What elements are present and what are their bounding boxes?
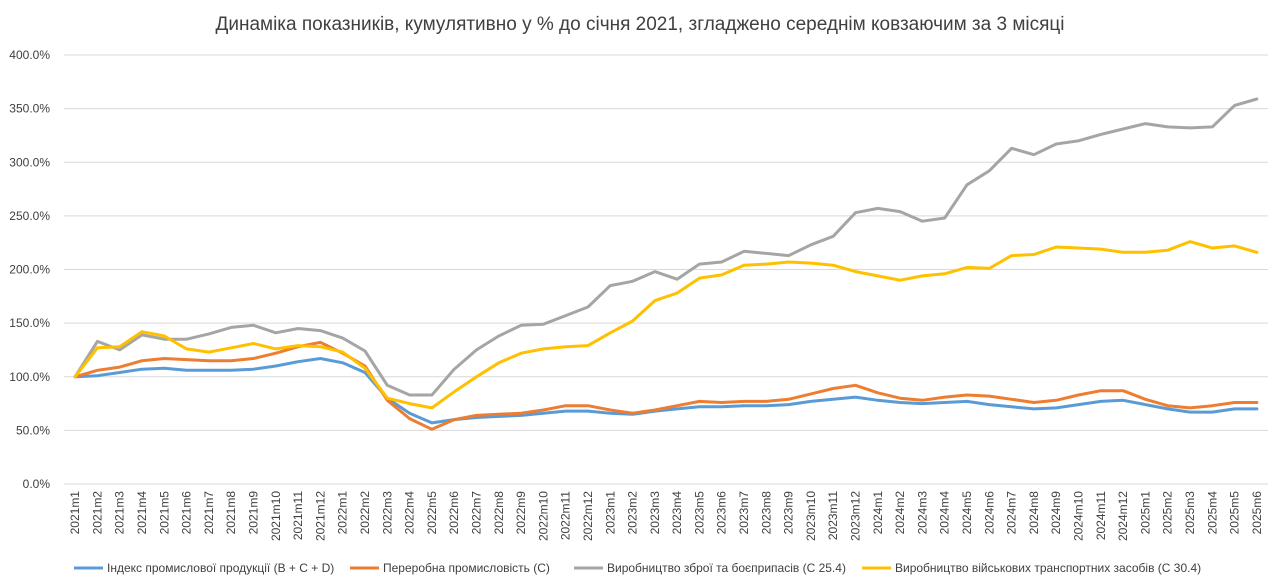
x-tick-label: 2022m11 — [559, 491, 573, 540]
y-tick-label: 200.0% — [9, 263, 50, 277]
x-tick-label: 2023m1 — [603, 491, 617, 535]
x-tick-label: 2024m6 — [982, 491, 996, 535]
legend-label-4: Виробництво військових транспортних засо… — [895, 561, 1201, 575]
chart-title: Динаміка показників, кумулятивно у % до … — [215, 14, 1064, 35]
x-tick-label: 2025m4 — [1205, 491, 1219, 535]
legend-label-3: Виробництво зброї та боєприпасів (С 25.4… — [607, 561, 846, 575]
x-tick-label: 2022m2 — [358, 491, 372, 535]
x-tick-label: 2024m5 — [960, 491, 974, 535]
x-tick-label: 2025m3 — [1183, 491, 1197, 535]
x-tick-label: 2021m11 — [291, 491, 305, 540]
x-tick-label: 2022m12 — [581, 491, 595, 541]
x-tick-label: 2023m3 — [648, 491, 662, 535]
x-tick-label: 2021m7 — [202, 491, 216, 535]
x-tick-label: 2024m7 — [1005, 491, 1019, 535]
x-tick-label: 2024m3 — [915, 491, 929, 535]
x-tick-label: 2024m1 — [871, 491, 885, 535]
y-tick-label: 0.0% — [23, 477, 51, 491]
x-tick-label: 2022m3 — [380, 491, 394, 535]
x-tick-label: 2024m9 — [1049, 491, 1063, 535]
y-tick-label: 100.0% — [9, 370, 50, 384]
x-tick-label: 2022m5 — [425, 491, 439, 535]
x-tick-label: 2024m10 — [1071, 491, 1085, 541]
series-line-2 — [73, 340, 1259, 431]
x-tick-label: 2023m11 — [826, 491, 840, 540]
y-tick-label: 50.0% — [16, 423, 50, 437]
x-tick-label: 2024m2 — [893, 491, 907, 535]
x-tick-label: 2023m5 — [692, 491, 706, 535]
x-tick-label: 2023m8 — [759, 491, 773, 535]
x-tick-label: 2023m12 — [849, 491, 863, 541]
x-tick-label: 2025m6 — [1250, 491, 1264, 535]
x-tick-label: 2025m5 — [1228, 491, 1242, 535]
legend-label-1: Індекс промислової продукції (B + C + D) — [107, 561, 334, 575]
x-tick-label: 2021m12 — [313, 491, 327, 541]
y-tick-label: 400.0% — [9, 48, 50, 62]
x-tick-label: 2022m4 — [403, 491, 417, 535]
x-tick-label: 2021m2 — [90, 491, 104, 535]
x-tick-label: 2022m1 — [336, 491, 350, 535]
x-tick-label: 2022m7 — [469, 491, 483, 535]
x-tick-label: 2021m9 — [247, 491, 261, 535]
series-lines — [73, 97, 1259, 431]
x-tick-label: 2022m9 — [514, 491, 528, 535]
y-tick-label: 250.0% — [9, 209, 50, 223]
y-tick-label: 350.0% — [9, 102, 50, 116]
legend-label-2: Переробна промисловість (С) — [383, 561, 550, 575]
x-axis-ticks: 2021m1 2021m2 2021m3 2021m4 2021m5 2021m6 2021… — [68, 491, 1264, 541]
x-tick-label: 2022m10 — [536, 491, 550, 541]
x-tick-label: 2023m4 — [670, 491, 684, 535]
x-tick-label: 2022m8 — [492, 491, 506, 535]
x-tick-label: 2024m4 — [938, 491, 952, 535]
x-tick-label: 2025m1 — [1138, 491, 1152, 535]
x-tick-label: 2021m8 — [224, 491, 238, 535]
x-tick-label: 2021m10 — [269, 491, 283, 541]
x-tick-label: 2024m8 — [1027, 491, 1041, 535]
x-tick-label: 2021m3 — [113, 491, 127, 535]
legend: Індекс промислової продукції (B + C + D)… — [74, 561, 1201, 575]
grid — [64, 54, 1268, 485]
x-tick-label: 2021m4 — [135, 491, 149, 535]
x-tick-label: 2022m6 — [447, 491, 461, 535]
x-tick-label: 2021m1 — [68, 491, 82, 535]
x-tick-label: 2024m12 — [1116, 491, 1130, 541]
series-line-1 — [73, 357, 1259, 425]
series-line-4 — [73, 240, 1259, 410]
x-tick-label: 2023m2 — [626, 491, 640, 535]
series-line-3 — [73, 97, 1259, 397]
x-tick-label: 2025m2 — [1161, 491, 1175, 535]
x-tick-label: 2024m11 — [1094, 491, 1108, 540]
y-axis-ticks: 0.0% 50.0% 100.0% 150.0% 200.0% 250.0% 300.0% 3… — [9, 48, 50, 491]
x-tick-label: 2023m7 — [737, 491, 751, 535]
y-tick-label: 300.0% — [9, 155, 50, 169]
x-tick-label: 2023m6 — [715, 491, 729, 535]
x-tick-label: 2021m6 — [180, 491, 194, 535]
x-tick-label: 2023m10 — [804, 491, 818, 541]
x-tick-label: 2023m9 — [782, 491, 796, 535]
x-tick-label: 2021m5 — [157, 491, 171, 535]
y-tick-label: 150.0% — [9, 316, 50, 330]
